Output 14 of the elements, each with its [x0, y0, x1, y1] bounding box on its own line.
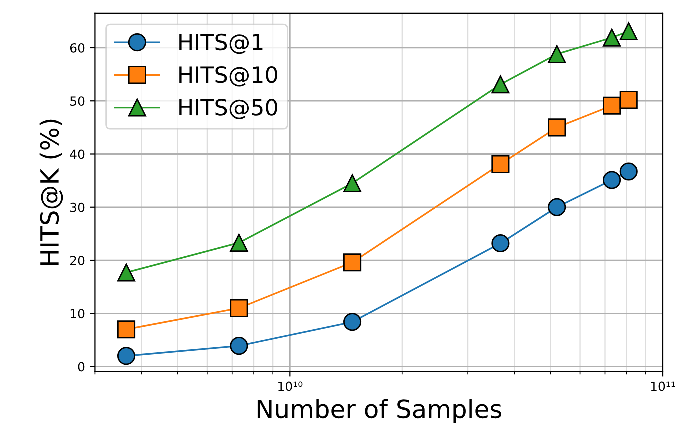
y-tick-label: 0 [78, 362, 85, 372]
y-tick-label: 30 [70, 202, 85, 212]
x-tick-label: 10¹¹ [651, 382, 676, 392]
y-tick-label: 40 [70, 150, 85, 160]
y-tick-label: 10 [70, 309, 85, 319]
x-axis-title: Number of Samples [258, 399, 502, 424]
y-tick-label: 20 [70, 256, 85, 266]
legend-label: HITS@50 [180, 99, 278, 120]
y-tick-label: 60 [70, 43, 85, 53]
legend-label: HITS@1 [180, 34, 263, 54]
y-tick-label: 50 [70, 96, 85, 106]
x-tick-label: 10¹⁰ [278, 382, 303, 392]
y-axis-title: HITS@K (%) [40, 120, 64, 266]
legend-label: HITS@10 [180, 66, 278, 87]
